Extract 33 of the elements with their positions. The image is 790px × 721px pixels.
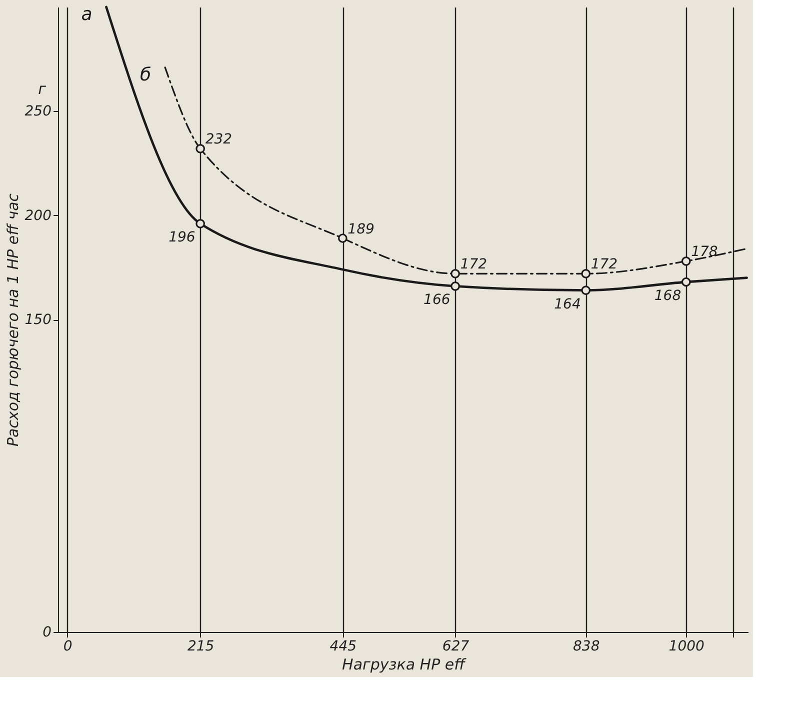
y-tick-label: 150: [24, 312, 52, 328]
series-label: а: [81, 4, 92, 25]
x-tick-label: 838: [573, 638, 600, 654]
point: [196, 144, 206, 154]
data-label: 232: [205, 132, 232, 148]
x-tick-label: 215: [187, 638, 214, 654]
point: [681, 256, 691, 266]
data-label: 189: [348, 221, 374, 238]
y-axis-title: Расход горючего на 1 HP eff час: [4, 192, 22, 447]
text: г: [38, 80, 46, 98]
series-label: б: [140, 64, 152, 86]
data-label: 166: [424, 292, 450, 308]
point: [450, 282, 460, 291]
data-label: 172: [460, 256, 488, 273]
data-label: 172: [590, 256, 618, 273]
x-axis-title: Нагрузка HP eff: [342, 656, 468, 674]
x-tick-label: 1000: [668, 638, 705, 654]
point: [581, 269, 591, 278]
data-label: 196: [168, 230, 196, 246]
data-label: 178: [691, 244, 718, 260]
data-label: 168: [654, 288, 682, 304]
x-tick-label: 627: [442, 638, 470, 654]
x-tick-label: 0: [63, 638, 72, 654]
point: [196, 219, 206, 228]
y-tick-label: 0: [42, 624, 52, 640]
x-tick-label: 445: [330, 638, 357, 654]
y-tick-label: 200: [24, 208, 52, 224]
point: [338, 234, 348, 243]
point: [681, 277, 691, 287]
y-tick-label: 250: [24, 104, 52, 120]
point: [581, 286, 591, 295]
point: [450, 269, 460, 278]
data-label: 164: [554, 296, 581, 312]
